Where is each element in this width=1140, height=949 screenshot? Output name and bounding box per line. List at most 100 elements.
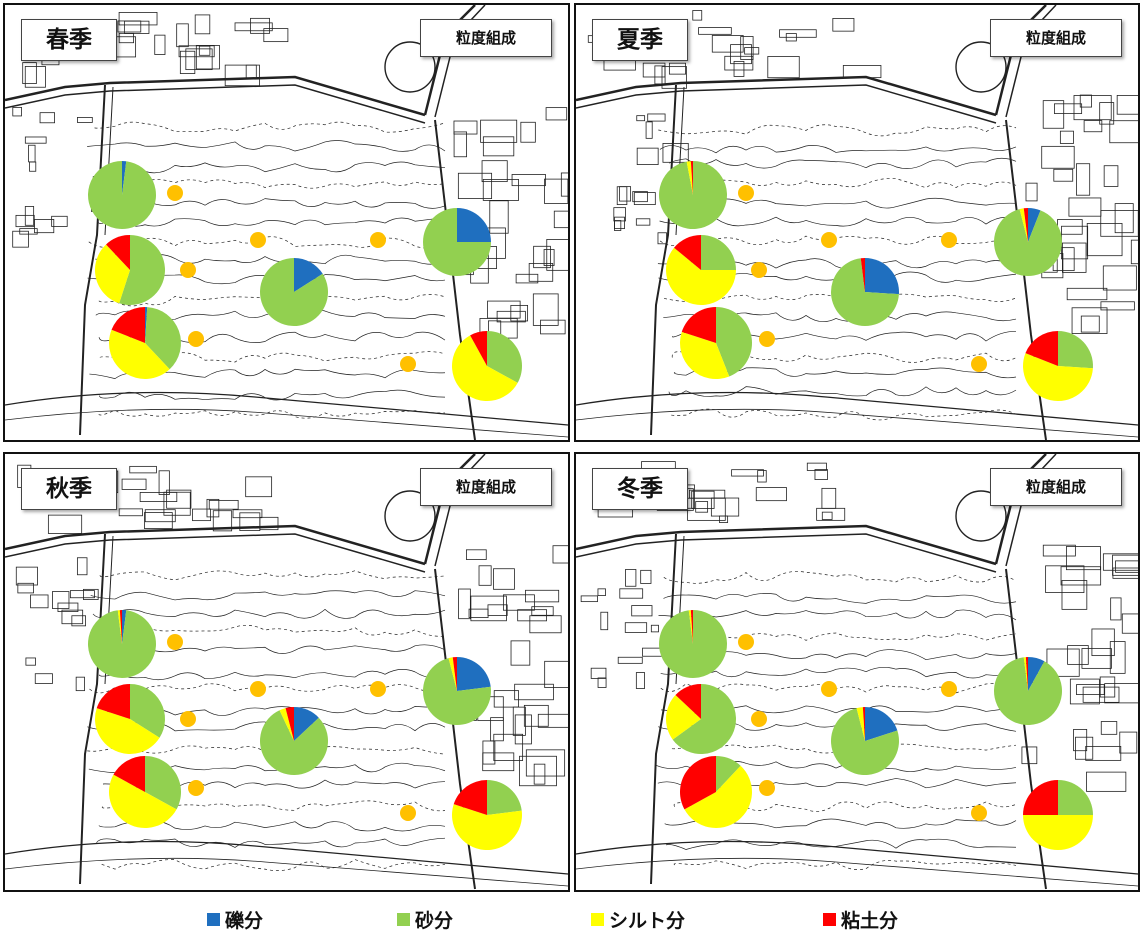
map-panel-summer: 夏季 粒度組成 xyxy=(574,3,1140,442)
legend-item-clay: 粘土分 xyxy=(823,906,898,933)
legend-label: 礫分 xyxy=(225,910,264,932)
map-panel-winter: 冬季 粒度組成 xyxy=(574,452,1140,892)
season-label: 秋季 xyxy=(21,468,117,510)
station-marker xyxy=(400,356,416,372)
station-marker xyxy=(821,232,837,248)
legend: 礫分 砂分 シルト分 粘土分 xyxy=(0,906,1140,936)
station-marker xyxy=(941,681,957,697)
pie-slice-clay xyxy=(285,707,294,741)
season-label: 春季 xyxy=(21,19,117,61)
pie-chart xyxy=(88,610,156,678)
pie-slice-silt xyxy=(684,765,752,829)
pie-slice-sand xyxy=(260,258,328,326)
pie-slice-sand xyxy=(145,756,181,810)
pie-chart xyxy=(1023,780,1093,850)
station-marker xyxy=(971,805,987,821)
pie-slice-sand xyxy=(88,610,156,678)
pie-slice-silt xyxy=(1023,353,1093,402)
pie-slice-sand xyxy=(423,208,491,276)
pie-slice-gravel xyxy=(865,258,899,295)
pie-slice-clay xyxy=(860,258,865,292)
pie-slice-sand xyxy=(145,307,181,370)
pie-slice-silt xyxy=(117,610,122,644)
pie-slice-gravel xyxy=(122,610,127,644)
pie-slice-clay xyxy=(96,684,130,719)
pie-slice-silt xyxy=(448,657,457,691)
station-marker xyxy=(167,634,183,650)
pie-slice-sand xyxy=(88,161,157,230)
pie-layer xyxy=(88,161,522,401)
station-marker xyxy=(751,711,767,727)
station-marker xyxy=(188,331,204,347)
pie-chart xyxy=(94,235,165,306)
pie-chart xyxy=(831,707,899,775)
pie-chart xyxy=(423,208,491,276)
pie-chart xyxy=(95,684,165,754)
station-marker xyxy=(188,780,204,796)
pie-chart xyxy=(666,235,736,305)
legend-item-sand: 砂分 xyxy=(397,906,453,933)
legend-item-gravel: 礫分 xyxy=(207,906,263,933)
pie-slice-sand xyxy=(119,235,165,306)
pie-chart xyxy=(994,208,1062,277)
pie-slice-silt xyxy=(109,329,170,379)
pie-slice-silt xyxy=(686,161,693,195)
pie-layer xyxy=(88,610,522,850)
pie-slice-silt xyxy=(666,695,701,740)
station-marker xyxy=(370,681,386,697)
legend-swatch-sand xyxy=(397,913,410,926)
pie-slice-sand xyxy=(487,331,522,383)
station-marker xyxy=(180,262,196,278)
season-label: 冬季 xyxy=(592,468,688,510)
legend-swatch-clay xyxy=(823,913,836,926)
pie-slice-clay xyxy=(111,307,145,343)
pie-slice-gravel xyxy=(1028,208,1041,242)
pie-slice-sand xyxy=(672,684,736,754)
pie-chart xyxy=(423,657,491,725)
station-marker xyxy=(167,185,183,201)
pie-layer xyxy=(659,161,1093,402)
pie-slice-silt xyxy=(279,708,294,741)
pie-chart xyxy=(451,331,522,401)
legend-label: 砂分 xyxy=(415,910,454,932)
pie-slice-gravel xyxy=(145,307,148,343)
pie-slice-clay xyxy=(1023,780,1058,815)
pie-slice-sand xyxy=(994,209,1062,277)
station-marker xyxy=(250,681,266,697)
pie-slice-gravel xyxy=(865,707,898,741)
pie-slice-sand xyxy=(701,235,736,270)
pie-slice-silt xyxy=(94,244,130,304)
pie-slice-clay xyxy=(1023,208,1028,242)
pie-slice-gravel xyxy=(457,657,491,691)
pie-chart xyxy=(666,684,736,754)
legend-swatch-silt xyxy=(591,913,604,926)
pie-slice-silt xyxy=(1019,208,1028,242)
pie-layer xyxy=(658,610,1093,850)
pie-slice-clay xyxy=(113,756,145,792)
pie-chart xyxy=(659,161,727,229)
pie-slice-clay xyxy=(690,610,693,644)
station-marker xyxy=(400,805,416,821)
pie-slice-gravel xyxy=(1028,657,1045,691)
map-panel-spring: 春季 粒度組成 xyxy=(3,3,570,442)
station-marker xyxy=(180,711,196,727)
pie-slice-sand xyxy=(259,710,328,775)
pie-slice-sand xyxy=(487,780,522,815)
station-marker xyxy=(759,331,775,347)
pie-slice-clay xyxy=(862,707,865,741)
pie-chart xyxy=(831,258,899,326)
pie-slice-clay xyxy=(1025,331,1058,366)
station-marker xyxy=(370,232,386,248)
pie-slice-silt xyxy=(109,774,177,828)
pie-slice-clay xyxy=(674,235,701,270)
station-marker xyxy=(941,232,957,248)
pie-slice-silt xyxy=(451,335,518,401)
pie-chart xyxy=(658,610,727,678)
pie-slice-sand xyxy=(130,684,165,738)
pie-slice-clay xyxy=(453,780,487,815)
pie-slice-sand xyxy=(831,258,899,326)
pie-slice-clay xyxy=(680,756,716,810)
pie-slice-sand xyxy=(994,657,1062,725)
pie-chart xyxy=(680,756,752,829)
pie-slice-clay xyxy=(681,307,716,343)
